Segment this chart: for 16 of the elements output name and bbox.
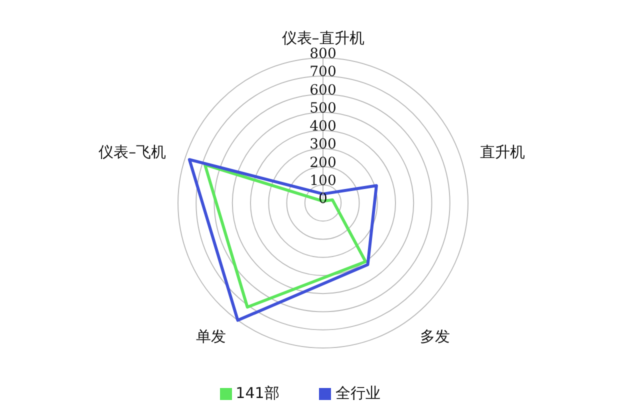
y-tick-label: 0 (318, 191, 328, 207)
spoke-label: 仪表–飞机 (98, 143, 166, 162)
y-tick-label: 100 (310, 172, 336, 189)
y-tick-label: 800 (310, 46, 336, 62)
spoke-label: 多发 (420, 327, 450, 346)
y-tick-label: 500 (310, 100, 336, 116)
y-tick-label: 600 (310, 82, 336, 98)
y-tick-label: 200 (310, 154, 336, 171)
y-tick-label: 300 (310, 136, 336, 153)
y-tick-label: 700 (310, 64, 336, 80)
legend-label: 全行业 (335, 384, 380, 402)
legend-label: 141部 (236, 384, 280, 402)
spoke-label: 仪表–直升机 (282, 29, 364, 47)
spoke-label: 直升机 (480, 143, 525, 162)
spoke-label: 单发 (196, 327, 226, 346)
y-tick-label: 400 (310, 118, 336, 134)
